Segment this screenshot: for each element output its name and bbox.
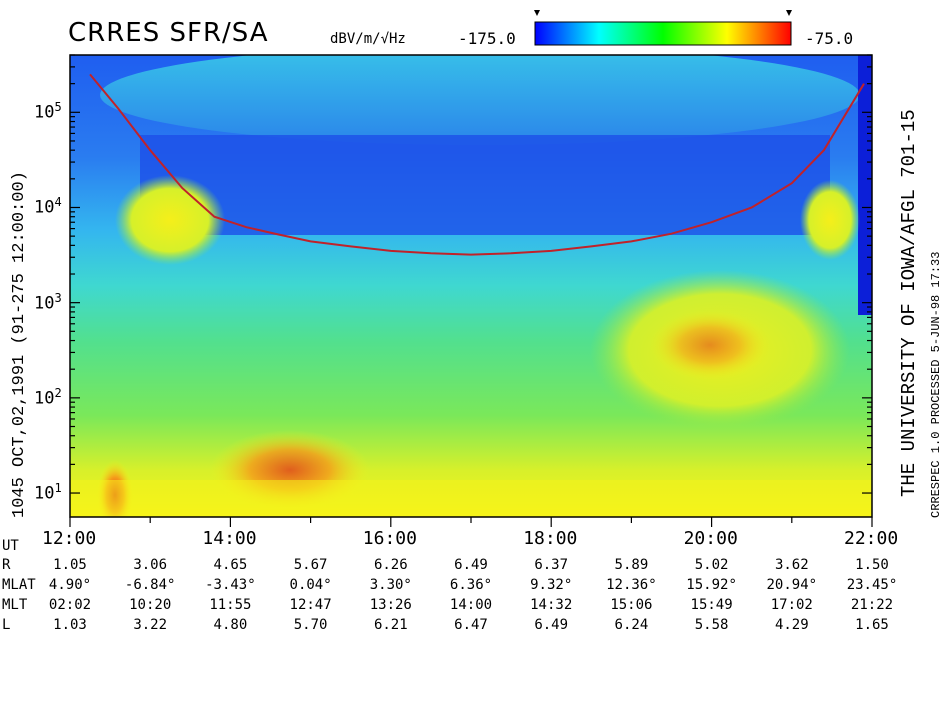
ephemeris-cell: 15:49	[690, 597, 733, 613]
ephemeris-cell: 21:22	[850, 597, 894, 613]
x-tick-label: 20:00	[683, 528, 738, 549]
ephemeris-cell: 3.06	[133, 557, 168, 573]
ephemeris-cell: 02:02	[48, 597, 92, 613]
ephemeris-cell: 5.70	[293, 617, 328, 633]
y-tick-base: 10	[34, 293, 55, 314]
x-tick-label: 14:00	[202, 528, 257, 549]
ephemeris-cell: 6.49	[534, 617, 569, 633]
dark-edge	[858, 55, 872, 315]
ephemeris-cell: 3.62	[774, 557, 809, 573]
ephemeris-cell: 12:47	[289, 597, 332, 613]
ephemeris-cell: 4.80	[213, 617, 248, 633]
ephemeris-row-label: L	[2, 617, 11, 633]
ephemeris-cell: -6.84°	[124, 577, 176, 593]
ephemeris-row-label: UT	[2, 538, 19, 554]
ephemeris-cell: 10:20	[129, 597, 172, 613]
y-tick-exponent: 5	[54, 100, 62, 115]
ephemeris-cell: 20.94°	[766, 577, 818, 593]
y-tick-label: 104	[34, 195, 62, 218]
ephemeris-cell: 15:06	[610, 597, 653, 613]
y-tick-label: 105	[34, 100, 62, 123]
ephemeris-cell: 13:26	[369, 597, 412, 613]
colorbar-min-label: -175.0	[458, 29, 516, 48]
trace-line	[89, 73, 865, 256]
ephemeris-row-label: R	[2, 557, 11, 573]
ephemeris-cell: 6.47	[454, 617, 488, 633]
y-tick-exponent: 4	[54, 195, 62, 210]
ephemeris-cell: 5.58	[694, 617, 729, 633]
ephemeris-cell: 6.49	[454, 557, 488, 573]
emission-arc	[100, 55, 860, 145]
ephemeris-cell: 11:55	[209, 597, 252, 613]
colorbar	[534, 10, 792, 46]
ephemeris-cell: 9.32°	[530, 577, 573, 593]
y-tick-exponent: 1	[54, 481, 62, 496]
colorbar-gradient	[534, 21, 792, 46]
ephemeris-cell: 5.89	[614, 557, 649, 573]
ephemeris-cell: 0.04°	[289, 577, 332, 593]
y-tick-base: 10	[34, 198, 55, 219]
ephemeris-cell: 14:32	[530, 597, 573, 613]
ephemeris-cell: 4.90°	[48, 577, 92, 593]
low-frequency-band	[70, 480, 872, 517]
ephemeris-cell: -3.43°	[205, 577, 256, 593]
y-tick-label: 101	[34, 481, 62, 504]
ephemeris-cell: 12.36°	[606, 577, 657, 593]
ephemeris-cell: 17:02	[770, 597, 813, 613]
colorbar-min-marker	[534, 10, 540, 16]
colorbar-units: dBV/m/√Hz	[330, 31, 406, 47]
x-tick-label: 12:00	[42, 528, 97, 549]
y-tick-base: 10	[34, 483, 55, 504]
ephemeris-cell: 6.37	[534, 557, 569, 573]
ephemeris-cell: 14:00	[449, 597, 493, 613]
y-tick-exponent: 2	[54, 385, 62, 400]
ephemeris-cell: 1.05	[53, 557, 87, 573]
ephemeris-cell: 1.65	[855, 617, 889, 633]
x-tick-label: 18:00	[523, 528, 578, 549]
ephemeris-cell: 5.02	[694, 557, 729, 573]
ephemeris-cell: 1.50	[855, 557, 889, 573]
ephemeris-cell: 4.65	[213, 557, 248, 573]
ephemeris-cell: 15.92°	[686, 577, 737, 593]
colorbar-max-label: -75.0	[805, 29, 854, 48]
ephemeris-cell: 1.03	[53, 617, 87, 633]
axis-ticks	[69, 54, 873, 527]
ephemeris-cell: 5.67	[293, 557, 328, 573]
hot-spot-right	[650, 310, 770, 380]
y-tick-base: 10	[34, 102, 55, 123]
ephemeris-cell: 23.45°	[846, 577, 898, 593]
y-tick-label: 102	[34, 386, 62, 409]
ephemeris-cell: 6.24	[614, 617, 649, 633]
x-tick-label: 22:00	[844, 528, 899, 549]
ephemeris-row-label: MLT	[2, 597, 28, 613]
chorus-patch-left	[115, 175, 225, 265]
x-tick-label: 16:00	[362, 528, 417, 549]
quiet-band	[140, 135, 830, 235]
spectrogram-plot	[69, 54, 873, 527]
y-tick-label: 103	[34, 291, 62, 314]
ephemeris-cell: 6.26	[373, 557, 408, 573]
ephemeris-cell: 3.22	[133, 617, 168, 633]
ephemeris-cell: 3.30°	[369, 577, 412, 593]
chorus-patch-right	[800, 180, 860, 260]
ephemeris-row-label: MLAT	[2, 577, 36, 593]
chart-title: CRRES SFR/SA	[68, 18, 269, 48]
ephemeris-cell: 6.21	[373, 617, 408, 633]
colorbar-max-marker	[786, 10, 792, 16]
ephemeris-cell: 6.36°	[449, 577, 493, 593]
ephemeris-cell: 4.29	[774, 617, 809, 633]
y-tick-exponent: 3	[54, 290, 62, 305]
y-tick-base: 10	[34, 388, 55, 409]
